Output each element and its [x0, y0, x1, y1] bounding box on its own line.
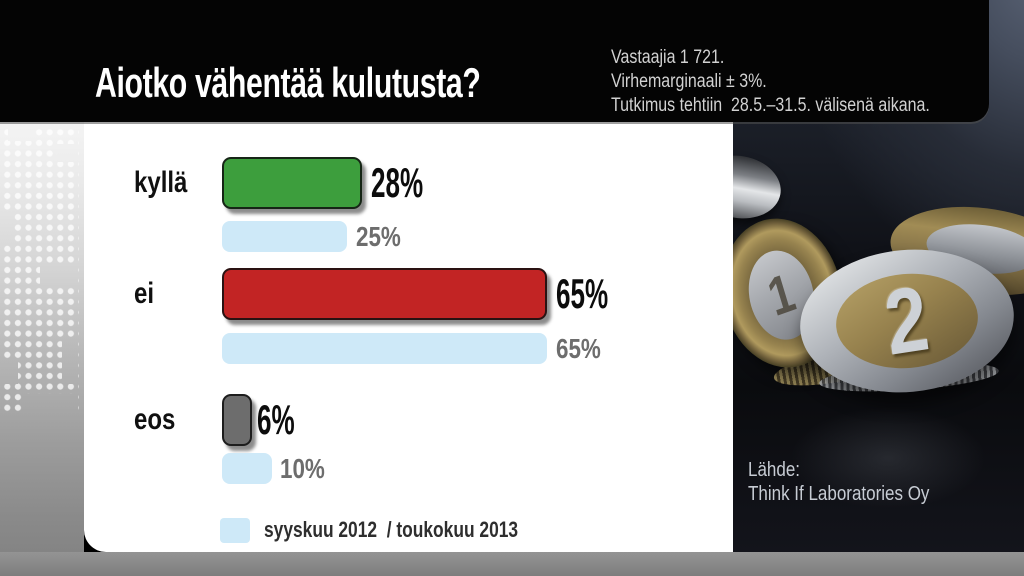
map-gap — [0, 210, 12, 244]
map-gap — [40, 264, 78, 284]
category-label-ei: ei — [134, 277, 155, 310]
bar-ei-current — [222, 268, 547, 320]
survey-info-line-1: Vastaajia 1 721. — [611, 47, 725, 68]
title-band: Aiotko vähentää kulutusta? Vastaajia 1 7… — [0, 0, 989, 122]
map-gap — [24, 394, 78, 413]
bar-kylla-current — [222, 157, 362, 209]
table-reflection — [753, 388, 1023, 528]
coin-two-euro-center: 2 — [832, 267, 982, 375]
coin-two-digit: 2 — [879, 267, 935, 375]
legend-swatch — [220, 518, 250, 543]
map-gap — [8, 125, 34, 141]
coin-silver-edge — [733, 149, 786, 225]
bar-kylla-previous — [222, 221, 347, 252]
bar-eos-current — [222, 394, 252, 446]
bar-ei-previous — [222, 333, 547, 364]
survey-info: Vastaajia 1 721. Virhemarginaali ± 3%. T… — [611, 46, 930, 118]
source-name: Think If Laboratories Oy — [748, 483, 930, 505]
value-kylla-previous: 25% — [356, 221, 401, 252]
legend-label: syyskuu 2012 / toukokuu 2013 — [264, 517, 519, 542]
map-dots-strip — [0, 122, 84, 552]
page-title: Aiotko vähentää kulutusta? — [95, 59, 481, 106]
bottom-bar — [0, 552, 1024, 576]
coin-one-digit: 1 — [761, 262, 802, 328]
category-label-eos: eos — [134, 403, 176, 436]
map-gap — [57, 144, 78, 162]
map-gap — [0, 360, 18, 384]
survey-info-line-3: Tutkimus tehtiin 28.5.–31.5. välisenä ai… — [611, 95, 930, 116]
value-ei-previous: 65% — [556, 333, 601, 364]
value-eos-previous: 10% — [280, 453, 325, 484]
category-label-kylla: kyllä — [134, 166, 188, 199]
bar-eos-previous — [222, 453, 272, 484]
survey-info-line-2: Virhemarginaali ± 3%. — [611, 71, 767, 92]
value-ei-current: 65% — [556, 270, 609, 317]
value-kylla-current: 28% — [371, 159, 424, 206]
chart-panel: kyllä 28% 25% ei 65% 65% eos 6% 10% syys… — [84, 122, 733, 552]
source-block: Lähde: Think If Laboratories Oy — [748, 458, 929, 506]
source-label: Lähde: — [748, 459, 800, 481]
value-eos-current: 6% — [257, 396, 295, 443]
map-gap — [62, 340, 78, 384]
